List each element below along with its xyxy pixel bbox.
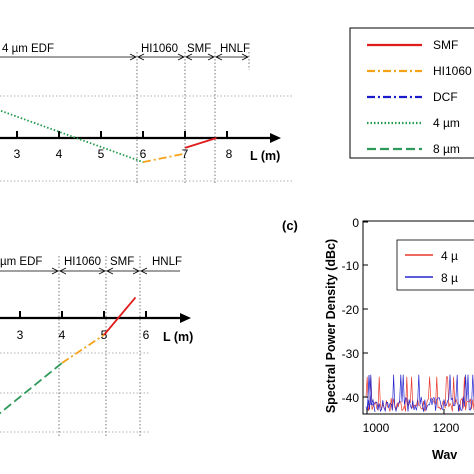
- x-axis-label: L (m): [163, 330, 193, 344]
- y-tick-label: -40: [342, 391, 360, 405]
- series-line-8-m: [0, 362, 63, 415]
- series-spike: [366, 374, 376, 413]
- x-tick-label: 6: [143, 328, 150, 342]
- plot-frame: [362, 220, 474, 415]
- y-axis-label: Spectral Power Density (dBc): [324, 239, 338, 413]
- x-axis-arrow: [270, 133, 281, 143]
- legend-label: DCF: [433, 90, 458, 104]
- x-axis-label: Wav: [432, 448, 457, 462]
- series-line-smf: [184, 137, 217, 149]
- section-label: HNLF: [220, 43, 250, 55]
- x-tick-label: 1000: [363, 421, 390, 435]
- series-line-8um: [365, 374, 474, 413]
- x-tick-label: 4: [59, 328, 66, 342]
- noise-floor: [365, 374, 474, 413]
- section-label: HI1060: [64, 256, 101, 268]
- x-axis-label: L (m): [250, 149, 280, 163]
- y-tick-label: -10: [342, 259, 360, 273]
- arrow-head: [106, 267, 140, 275]
- panel-label: (c): [282, 218, 298, 233]
- x-tick-label: 1200: [433, 421, 460, 435]
- series-group: [0, 296, 137, 415]
- legend: SMF HI1060 DCF 4 µm 8 µm: [349, 27, 474, 159]
- panel-bottom: µm EDF HI1060 SMF HNLF 3 4 5 6 L (m): [0, 256, 193, 436]
- inner-legend-box: [396, 239, 474, 291]
- panel-top: 4 µm EDF HI1060 SMF HNLF 3 4 5 6 7 8 L (…: [0, 43, 293, 185]
- x-tick-label: 6: [140, 147, 147, 161]
- x-tick-label: 3: [14, 147, 21, 161]
- section-label: HI1060: [141, 43, 178, 55]
- series-line-4-m: [0, 109, 144, 163]
- series-line-smf: [103, 296, 137, 336]
- inner-legend-label: 8 µ: [441, 271, 458, 285]
- series-group: [0, 109, 217, 163]
- arrow-head: [140, 267, 148, 275]
- x-tick-label: 7: [182, 147, 189, 161]
- inner-legend-label: 4 µ: [441, 249, 458, 263]
- x-tick-label: 5: [98, 147, 105, 161]
- legend-label: 4 µm: [433, 116, 460, 130]
- y-tick-label: 0: [352, 216, 359, 230]
- arrow-head: [185, 53, 215, 61]
- y-tick-label: -20: [342, 303, 360, 317]
- arrow-head: [137, 53, 185, 61]
- arrow-head: [59, 267, 106, 275]
- x-tick-label: 8: [226, 147, 233, 161]
- legend-label: 8 µm: [433, 142, 460, 156]
- legend-box: [349, 27, 474, 159]
- arrow-head: [129, 53, 137, 61]
- legend-label: HI1060: [433, 64, 472, 78]
- arrow-head: [215, 53, 249, 61]
- y-tick-label: -30: [342, 347, 360, 361]
- series-line-hi1060: [142, 152, 186, 163]
- x-axis-arrow: [180, 313, 191, 323]
- section-label: SMF: [187, 43, 211, 55]
- section-label: 4 µm EDF: [2, 43, 54, 55]
- section-label: SMF: [110, 256, 134, 268]
- x-tick-label: 4: [56, 147, 63, 161]
- panel-c: (c) Spectral Power Density (dBc) 0 -10 -…: [282, 216, 474, 462]
- series-line-hi1060: [61, 334, 105, 364]
- x-tick-label: 3: [17, 328, 24, 342]
- legend-label: SMF: [433, 38, 458, 52]
- section-label: µm EDF: [0, 256, 42, 268]
- section-label: HNLF: [152, 256, 182, 268]
- arrow-head: [51, 267, 59, 275]
